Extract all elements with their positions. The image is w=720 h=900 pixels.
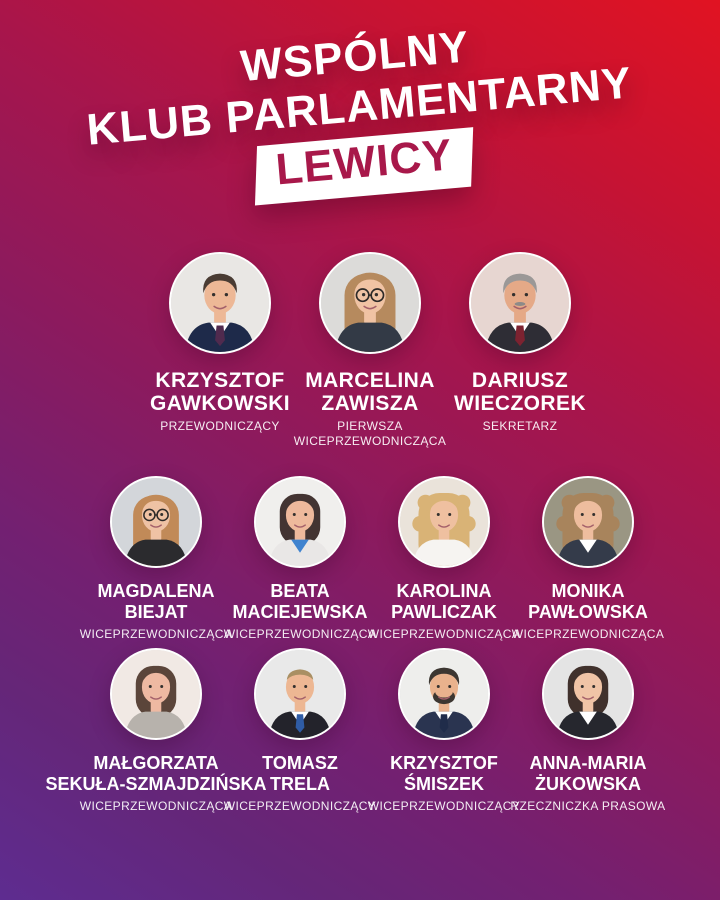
title-block: WSPÓLNY KLUB PARLAMENTARNY LEWICY [0, 1, 720, 227]
member-card: KAROLINA PAWLICZAK WICEPRZEWODNICZĄCA [368, 476, 520, 642]
member-role: WICEPRZEWODNICZĄCY [223, 799, 377, 813]
member-name: MAGDALENA BIEJAT [97, 581, 215, 622]
member-card: MAGDALENA BIEJAT WICEPRZEWODNICZĄCA [80, 476, 232, 642]
member-name: KAROLINA PAWLICZAK [391, 581, 497, 622]
member-role: PRZEWODNICZĄCY [160, 419, 280, 433]
member-portrait [254, 648, 346, 740]
member-portrait [398, 476, 490, 568]
member-role: WICEPRZEWODNICZĄCA [79, 799, 233, 813]
member-portrait [110, 648, 202, 740]
member-portrait [469, 252, 571, 354]
member-card: KRZYSZTOF ŚMISZEK WICEPRZEWODNICZĄCY [368, 648, 520, 814]
member-name: DARIUSZ WIECZOREK [454, 369, 586, 415]
member-card: DARIUSZ WIECZOREK SEKRETARZ [445, 252, 595, 449]
title-highlight-label: LEWICY [274, 130, 456, 195]
member-role: WICEPRZEWODNICZĄCA [223, 627, 377, 641]
member-role: RZECZNICZKA PRASOWA [510, 799, 666, 813]
member-role: PIERWSZA WICEPRZEWODNICZĄCA [293, 419, 447, 448]
member-card: BEATA MACIEJEWSKA WICEPRZEWODNICZĄCA [224, 476, 376, 642]
member-portrait [398, 648, 490, 740]
member-card: MAŁGORZATA SEKUŁA-SZMAJDZIŃSKA WICEPRZEW… [46, 648, 267, 814]
member-role: WICEPRZEWODNICZĄCA [367, 627, 521, 641]
member-card: MONIKA PAWŁOWSKA WICEPRZEWODNICZĄCA [512, 476, 664, 642]
member-name: MARCELINA ZAWISZA [305, 369, 435, 415]
member-name: BEATA MACIEJEWSKA [232, 581, 368, 622]
member-role: WICEPRZEWODNICZĄCY [367, 799, 521, 813]
member-card: TOMASZ TRELA WICEPRZEWODNICZĄCY [224, 648, 376, 814]
member-portrait [542, 648, 634, 740]
member-name: MAŁGORZATA SEKUŁA-SZMAJDZIŃSKA [45, 753, 267, 794]
member-role: WICEPRZEWODNICZĄCA [79, 627, 233, 641]
member-name: ANNA-MARIA ŻUKOWSKA [529, 753, 647, 794]
member-name: TOMASZ TRELA [262, 753, 338, 794]
member-portrait [254, 476, 346, 568]
members-row-2: MAGDALENA BIEJAT WICEPRZEWODNICZĄCA BEAT… [12, 476, 720, 642]
member-portrait [542, 476, 634, 568]
member-name: KRZYSZTOF GAWKOWSKI [149, 369, 291, 415]
member-portrait [110, 476, 202, 568]
member-role: WICEPRZEWODNICZĄCA [511, 627, 665, 641]
member-role: SEKRETARZ [482, 419, 558, 433]
member-name: KRZYSZTOF ŚMISZEK [390, 753, 498, 794]
member-name: MONIKA PAWŁOWSKA [528, 581, 648, 622]
member-portrait [319, 252, 421, 354]
members-row-3: MAŁGORZATA SEKUŁA-SZMAJDZIŃSKA WICEPRZEW… [12, 648, 720, 814]
title-highlight-box: LEWICY [255, 127, 474, 206]
member-portrait [169, 252, 271, 354]
members-row-1: KRZYSZTOF GAWKOWSKI PRZEWODNICZĄCY MARCE… [10, 252, 720, 449]
member-card: KRZYSZTOF GAWKOWSKI PRZEWODNICZĄCY [145, 252, 295, 449]
member-card: ANNA-MARIA ŻUKOWSKA RZECZNICZKA PRASOWA [510, 648, 665, 814]
member-card: MARCELINA ZAWISZA PIERWSZA WICEPRZEWODNI… [293, 252, 447, 449]
